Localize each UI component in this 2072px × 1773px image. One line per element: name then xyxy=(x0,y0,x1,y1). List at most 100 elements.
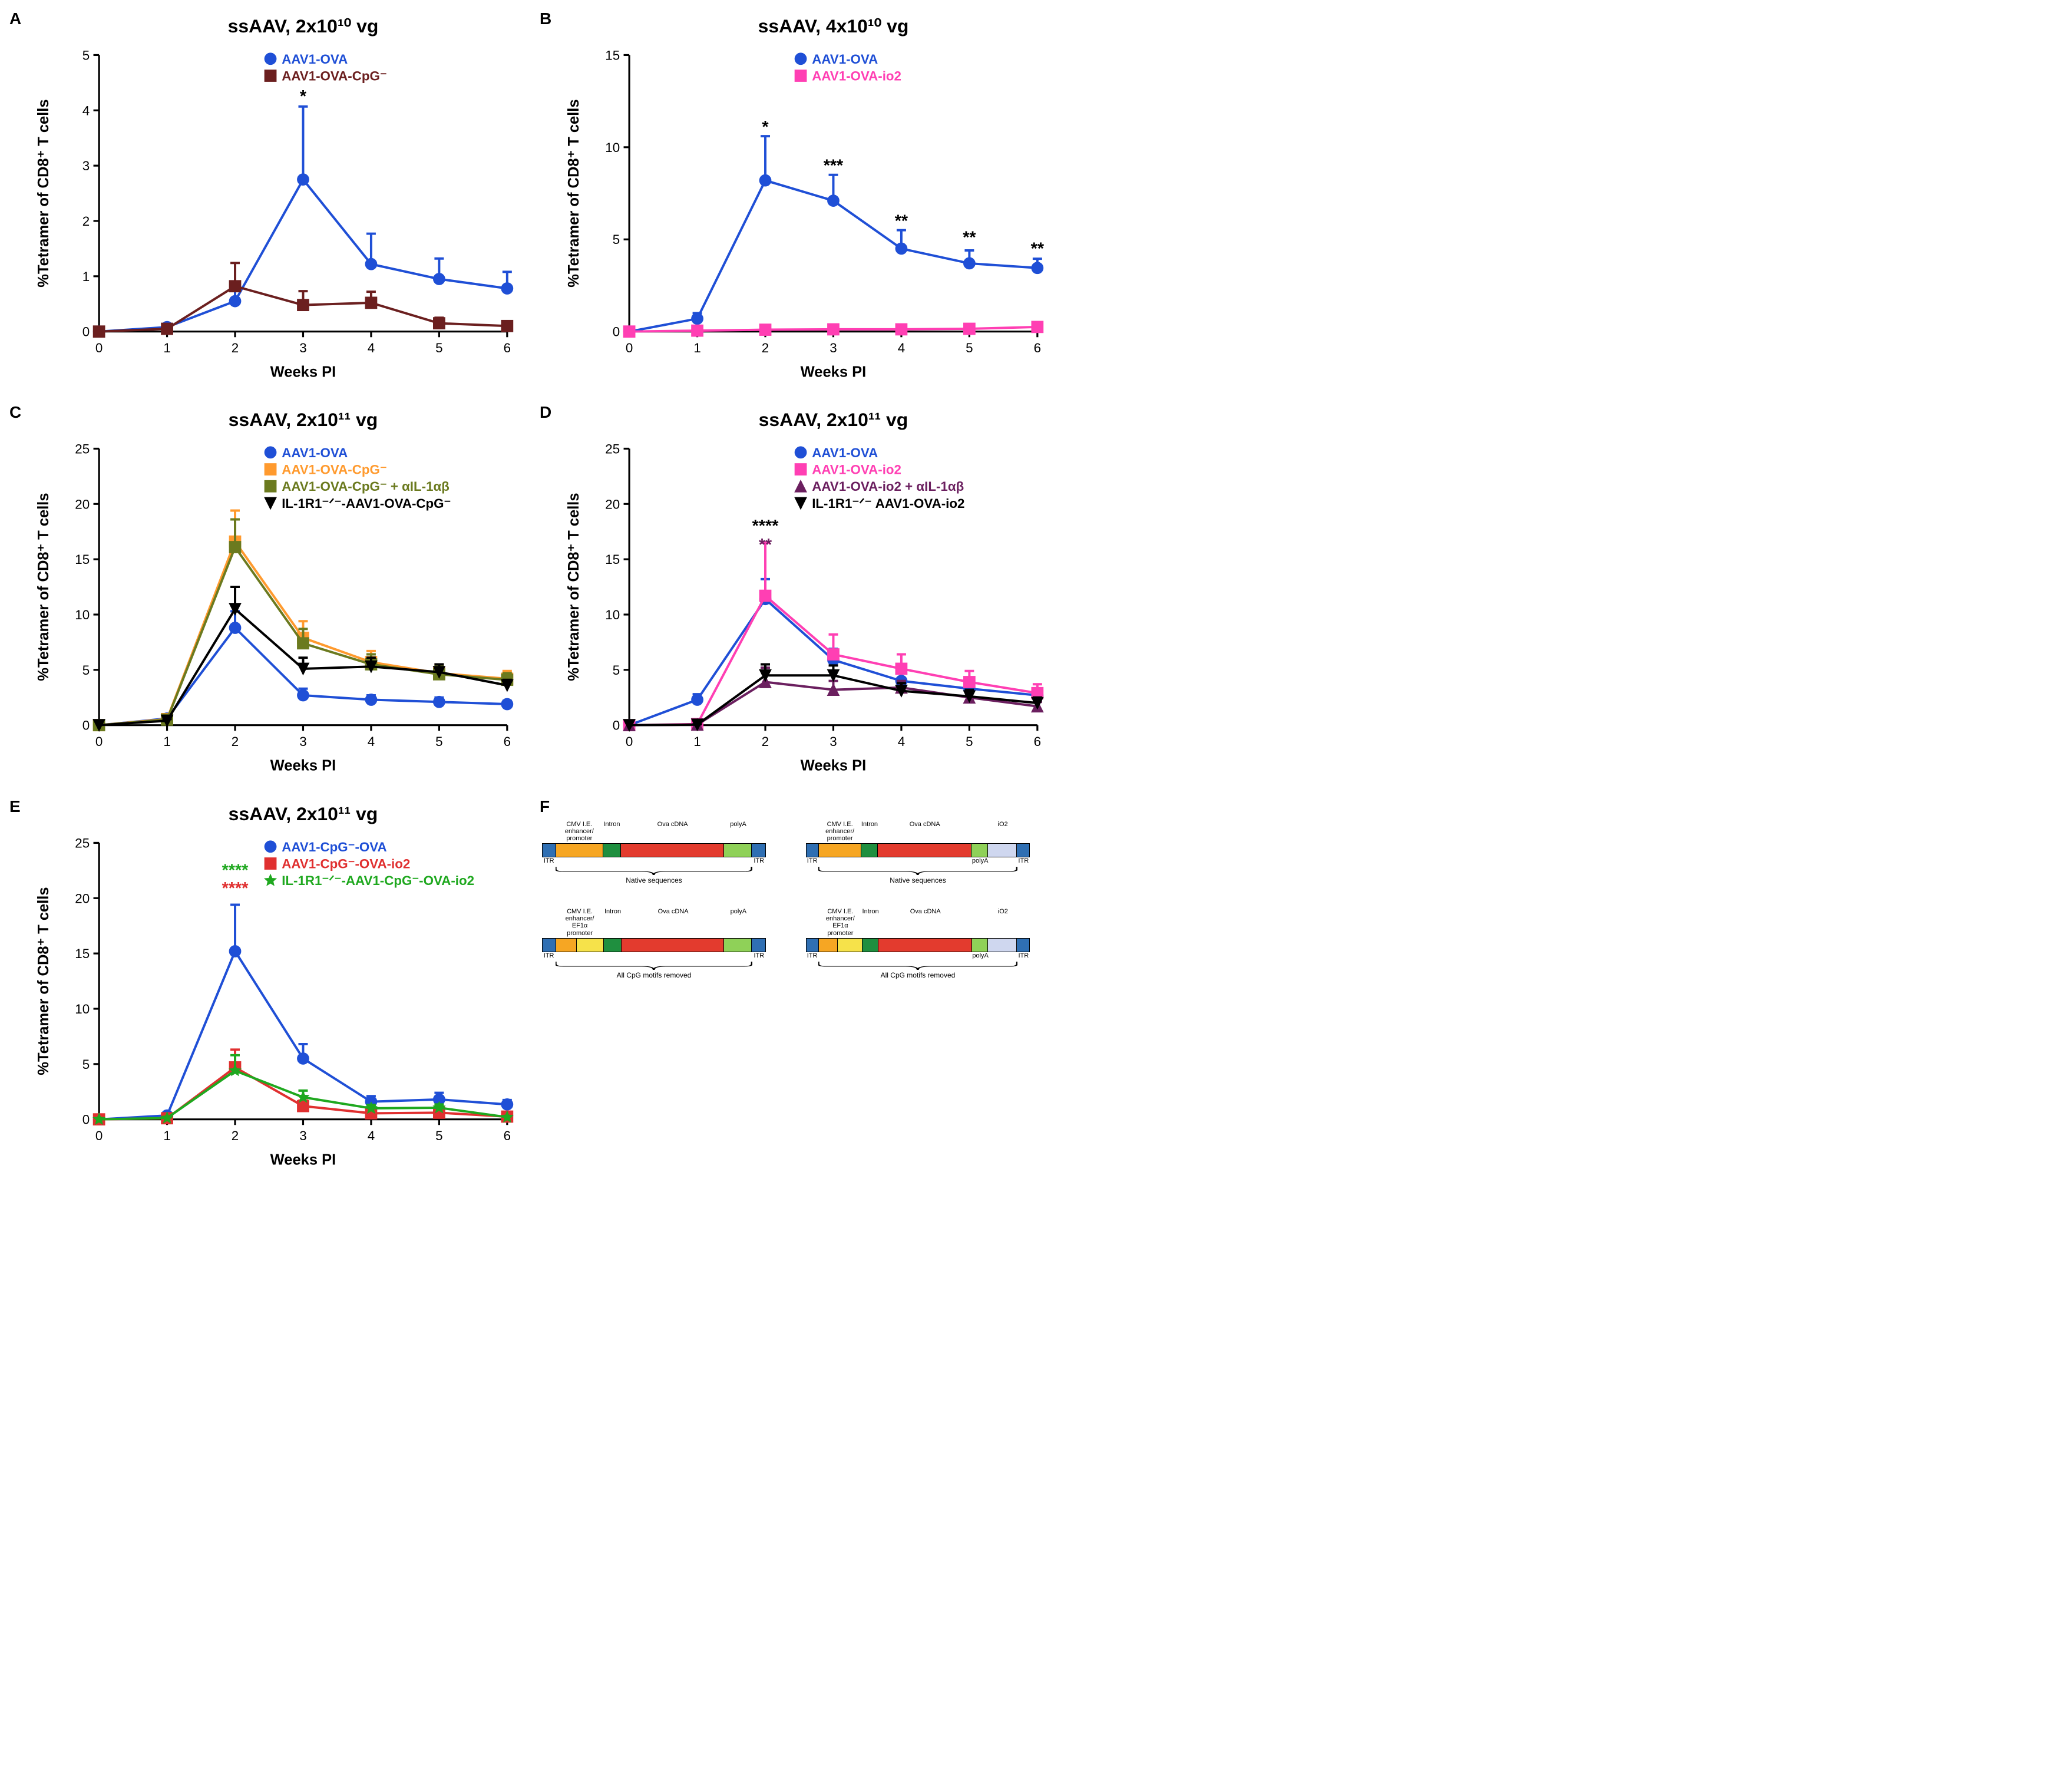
seg-top-label: Ova cDNA xyxy=(878,908,972,936)
x-axis-label: Weeks PI xyxy=(801,364,867,380)
x-tick-label: 3 xyxy=(299,341,306,355)
significance-marker: ** xyxy=(1031,239,1045,258)
construct-segment xyxy=(807,844,819,857)
x-axis-label: Weeks PI xyxy=(270,364,336,380)
construct: CMV I.E.enhancer/promoterIntronOva cDNAp… xyxy=(542,821,766,884)
seg-below-label: polyA xyxy=(972,952,989,959)
construct: CMV I.E.enhancer/EF1αpromoterIntronOva c… xyxy=(806,908,1030,979)
x-tick-label: 4 xyxy=(898,734,905,749)
construct-segment xyxy=(604,939,622,952)
construct-segment xyxy=(543,844,556,857)
seg-top-label xyxy=(542,908,556,936)
seg-top-label: Intron xyxy=(603,821,620,842)
legend-label: AAV1-OVA xyxy=(812,52,878,67)
y-tick-label: 15 xyxy=(605,553,620,567)
y-tick-label: 20 xyxy=(605,497,620,512)
y-tick-label: 5 xyxy=(613,663,620,678)
legend-label: IL-1R1⁻ᐟ⁻-AAV1-CpG⁻-OVA-io2 xyxy=(282,873,474,888)
x-tick-label: 4 xyxy=(368,734,375,749)
legend-label: AAV1-OVA-CpG⁻ xyxy=(282,463,386,477)
x-tick-label: 6 xyxy=(1034,734,1041,749)
panel-letter: D xyxy=(540,403,551,422)
x-tick-label: 3 xyxy=(299,1128,306,1143)
seg-below-label: ITR xyxy=(542,952,556,959)
y-tick-label: 0 xyxy=(82,718,90,733)
seg-top-label: polyA xyxy=(725,821,752,842)
y-tick-label: 3 xyxy=(82,159,90,173)
x-tick-label: 6 xyxy=(504,734,511,749)
seg-top-label: CMV I.E.enhancer/promoter xyxy=(556,821,603,842)
legend-label: AAV1-OVA-CpG⁻ + αIL-1αβ xyxy=(282,480,450,494)
seg-below-label: ITR xyxy=(752,952,766,959)
construct-segment xyxy=(819,939,838,952)
x-tick-label: 1 xyxy=(163,1128,170,1143)
y-tick-label: 4 xyxy=(82,103,90,118)
seg-below-label xyxy=(878,952,972,959)
seg-top-label: Intron xyxy=(604,908,622,936)
significance-marker: **** xyxy=(222,879,249,898)
seg-top-label xyxy=(1017,908,1030,936)
seg-below-label xyxy=(725,952,752,959)
seg-top-label: Ova cDNA xyxy=(622,908,725,936)
y-tick-label: 0 xyxy=(82,1112,90,1127)
construct-segment xyxy=(556,939,577,952)
panel-letter: E xyxy=(9,797,21,816)
construct-segment xyxy=(807,939,819,952)
seg-below-label xyxy=(603,857,620,864)
seg-top-label: iO2 xyxy=(989,908,1017,936)
construct-caption: Native sequences xyxy=(818,876,1017,884)
significance-marker: ** xyxy=(759,536,772,555)
x-axis-label: Weeks PI xyxy=(801,758,867,774)
construct-segment xyxy=(752,939,765,952)
construct-segment xyxy=(861,844,878,857)
chart-svg: ssAAV, 4x10¹⁰ vg0510150123456Weeks PI%Te… xyxy=(560,12,1049,388)
x-tick-label: 0 xyxy=(95,734,103,749)
panel-e: E ssAAV, 2x10¹¹ vg05101520250123456Weeks… xyxy=(12,800,518,1176)
seg-below-label: ITR xyxy=(1017,857,1030,864)
x-tick-label: 6 xyxy=(504,1128,511,1143)
seg-top-label: Ova cDNA xyxy=(878,821,972,842)
panel-f: F CMV I.E.enhancer/promoterIntronOva cDN… xyxy=(542,800,1049,1176)
y-tick-label: 15 xyxy=(75,553,90,567)
seg-below-label xyxy=(556,952,576,959)
y-tick-label: 20 xyxy=(75,497,90,512)
x-tick-label: 2 xyxy=(762,341,769,355)
y-axis-label: %Tetramer of CD8⁺ T cells xyxy=(35,887,52,1075)
chart-title: ssAAV, 2x10¹¹ vg xyxy=(229,803,378,824)
seg-top-label: iO2 xyxy=(989,821,1017,842)
construct-caption: Native sequences xyxy=(556,876,752,884)
construct-segment xyxy=(577,939,604,952)
seg-below-label: ITR xyxy=(1017,952,1030,959)
y-tick-label: 0 xyxy=(613,325,620,339)
construct-segment xyxy=(988,939,1017,952)
x-tick-label: 3 xyxy=(299,734,306,749)
y-tick-label: 25 xyxy=(75,836,90,850)
significance-marker: ** xyxy=(963,229,976,247)
seg-below-label: polyA xyxy=(972,857,989,864)
construct-segment xyxy=(603,844,621,857)
panel-letter: C xyxy=(9,403,21,422)
x-tick-label: 0 xyxy=(626,341,633,355)
x-axis-label: Weeks PI xyxy=(270,758,336,774)
seg-top-label xyxy=(752,908,766,936)
y-tick-label: 10 xyxy=(605,607,620,622)
x-tick-label: 6 xyxy=(1034,341,1041,355)
chart-title: ssAAV, 2x10¹¹ vg xyxy=(229,410,378,431)
construct-top-labels: CMV I.E.enhancer/EF1αpromoterIntronOva c… xyxy=(542,908,766,936)
legend-label: AAV1-OVA-io2 xyxy=(812,463,901,477)
construct-segment xyxy=(988,844,1017,857)
x-tick-label: 1 xyxy=(693,734,700,749)
seg-below-label xyxy=(989,857,1017,864)
x-tick-label: 2 xyxy=(232,341,239,355)
seg-top-label xyxy=(752,821,766,842)
legend-label: AAV1-OVA xyxy=(282,52,348,67)
chart-title: ssAAV, 2x10¹¹ vg xyxy=(759,410,908,431)
construct-brace: Native sequences xyxy=(818,867,1017,884)
seg-top-label xyxy=(972,908,989,936)
seg-top-label: CMV I.E.enhancer/promoter xyxy=(818,821,861,842)
seg-below-label: ITR xyxy=(542,857,556,864)
chart-svg: ssAAV, 2x10¹¹ vg05101520250123456Weeks P… xyxy=(560,405,1049,781)
seg-top-label: CMV I.E.enhancer/EF1αpromoter xyxy=(818,908,862,936)
y-tick-label: 25 xyxy=(605,442,620,457)
seg-below-label xyxy=(989,952,1017,959)
